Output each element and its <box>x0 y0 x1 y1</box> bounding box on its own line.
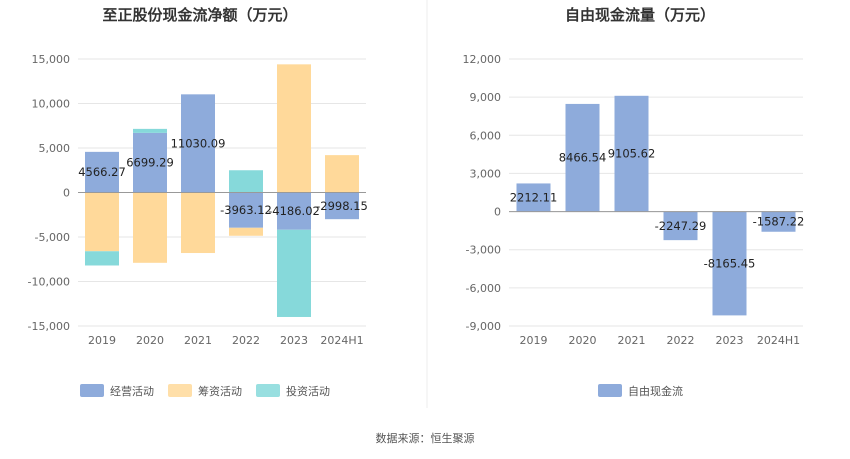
data-label: -8165.45 <box>704 256 756 270</box>
bar <box>85 151 119 193</box>
legend-item[interactable]: 筹资活动 <box>168 384 242 398</box>
y-tick-label: 5,000 <box>39 142 71 155</box>
x-tick-label: 2024H1 <box>320 334 363 347</box>
y-tick-label: 15,000 <box>32 53 71 66</box>
bar <box>325 155 359 193</box>
bar <box>614 95 649 212</box>
x-axis-ticks: 2019 2020 2021 2022 2023 2024H1 <box>520 334 801 347</box>
bar <box>663 211 698 241</box>
fcf-chart: 自由现金流量（万元） 12,000 9,000 6,000 3,000 0 -3,000 -… <box>463 6 805 398</box>
y-tick-label: -15,000 <box>28 320 70 333</box>
bar <box>277 229 311 317</box>
data-label: 9105.62 <box>608 147 656 161</box>
y-tick-label: 0 <box>63 187 70 200</box>
legend-label: 经营活动 <box>110 384 154 398</box>
data-label: 6699.29 <box>126 156 174 170</box>
data-label: 8466.54 <box>559 151 607 165</box>
legend-label: 投资活动 <box>286 384 330 398</box>
bar <box>229 170 263 193</box>
bar <box>85 192 119 252</box>
y-tick-label: -3,000 <box>466 244 501 257</box>
bars <box>516 95 796 316</box>
data-label: -2247.29 <box>655 219 707 233</box>
bar <box>133 132 167 193</box>
chart-title: 自由现金流量（万元） <box>565 6 715 24</box>
data-label: 4566.27 <box>78 165 126 179</box>
y-axis-ticks: 15,000 10,000 5,000 0 -5,000 -10,000 -15,000 <box>28 53 70 333</box>
x-tick-label: 2020 <box>136 334 164 347</box>
x-tick-label: 2019 <box>520 334 548 347</box>
bar <box>229 227 263 236</box>
x-tick-label: 2021 <box>184 334 212 347</box>
bar <box>181 192 215 254</box>
legend-label: 筹资活动 <box>198 384 242 398</box>
legend: 自由现金流 <box>598 384 683 398</box>
x-tick-label: 2023 <box>716 334 744 347</box>
y-tick-label: 3,000 <box>470 167 502 180</box>
y-tick-label: -5,000 <box>35 231 70 244</box>
y-tick-label: -6,000 <box>466 282 501 295</box>
bar <box>565 103 600 212</box>
bar <box>277 64 311 193</box>
data-label: -4186.02 <box>268 204 320 218</box>
data-label: -2998.15 <box>316 199 368 213</box>
x-tick-label: 2023 <box>280 334 308 347</box>
bar <box>133 128 167 133</box>
x-axis-ticks: 2019 2020 2021 2022 2023 2024H1 <box>88 334 364 347</box>
x-tick-label: 2021 <box>618 334 646 347</box>
bars <box>85 64 359 317</box>
data-label: -3963.12 <box>220 203 272 217</box>
bar <box>229 192 263 228</box>
legend-swatch <box>80 384 104 397</box>
bar <box>277 192 311 230</box>
bar <box>85 251 119 266</box>
y-tick-label: 12,000 <box>463 53 502 66</box>
source-note: 数据来源：恒生聚源 <box>376 431 475 445</box>
bar <box>181 94 215 193</box>
data-labels: 2212.11 8466.54 9105.62 -2247.29 -8165.45 -15… <box>510 147 805 271</box>
data-label: 2212.11 <box>510 191 558 205</box>
x-tick-label: 2024H1 <box>757 334 800 347</box>
chart-title: 至正股份现金流净额（万元） <box>102 6 297 24</box>
legend-item[interactable]: 投资活动 <box>256 384 330 398</box>
x-tick-label: 2022 <box>667 334 695 347</box>
bar <box>133 192 167 263</box>
legend-item[interactable]: 经营活动 <box>80 384 154 398</box>
y-tick-label: -9,000 <box>466 320 501 333</box>
x-tick-label: 2019 <box>88 334 116 347</box>
bar <box>325 192 359 220</box>
bar <box>516 183 551 212</box>
legend: 经营活动 筹资活动 投资活动 <box>80 384 330 398</box>
y-tick-label: 9,000 <box>470 91 502 104</box>
legend-label: 自由现金流 <box>628 384 683 398</box>
y-tick-label: -10,000 <box>28 276 70 289</box>
y-gridlines <box>509 58 803 327</box>
cashflow-chart: 至正股份现金流净额（万元） 15,000 10,000 5,000 0 -5,000 -1… <box>28 6 368 398</box>
x-tick-label: 2022 <box>232 334 260 347</box>
bar <box>712 211 747 316</box>
legend-swatch <box>168 384 192 397</box>
y-tick-label: 0 <box>494 206 501 219</box>
data-label: -1587.22 <box>753 215 805 229</box>
legend-item[interactable]: 自由现金流 <box>598 384 683 398</box>
legend-swatch <box>598 384 622 397</box>
data-label: 11030.09 <box>171 136 226 150</box>
x-tick-label: 2020 <box>569 334 597 347</box>
y-tick-label: 10,000 <box>32 98 71 111</box>
legend-swatch <box>256 384 280 397</box>
bar <box>761 211 796 232</box>
y-tick-label: 6,000 <box>470 129 502 142</box>
y-axis-ticks: 12,000 9,000 6,000 3,000 0 -3,000 -6,000 -9,000 <box>463 53 502 333</box>
